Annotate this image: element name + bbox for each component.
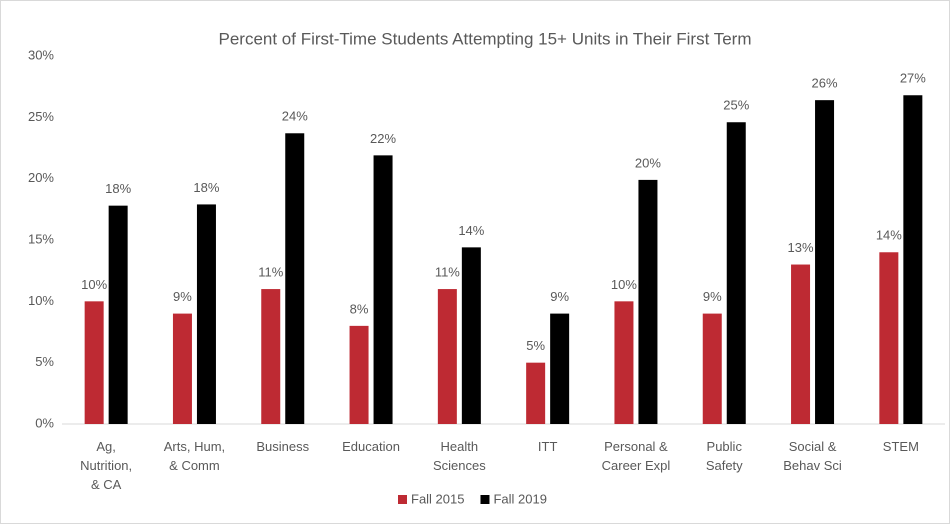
x-tick-label: Public Safety: [706, 439, 743, 473]
x-tick-label-line: & CA: [91, 477, 122, 492]
y-tick-label: 15%: [28, 231, 54, 246]
x-tick-label-line: Public: [707, 439, 743, 454]
bar: [815, 100, 835, 424]
value-label: 11%: [258, 265, 283, 280]
value-label: 9%: [703, 289, 722, 304]
x-tick-label: Health Sciences: [433, 439, 486, 473]
x-tick-label-line: STEM: [883, 439, 919, 454]
value-label: 22%: [370, 131, 396, 146]
bar: [285, 133, 305, 424]
x-tick-label-line: Arts, Hum,: [164, 439, 225, 454]
y-tick-label: 30%: [28, 47, 54, 62]
x-tick-label-line: Behav Sci: [783, 458, 842, 473]
bar: [726, 122, 746, 425]
value-label: 24%: [282, 109, 308, 124]
x-tick-label: Education: [342, 439, 400, 454]
bar: [702, 313, 722, 424]
legend-swatch: [480, 495, 490, 504]
value-label: 8%: [350, 301, 369, 316]
x-tick-label: Personal & Career Expl: [602, 439, 671, 473]
y-tick-label: 10%: [28, 293, 54, 308]
bar: [172, 313, 192, 424]
bar: [791, 264, 811, 424]
bar: [879, 252, 899, 424]
bar: [550, 313, 570, 424]
bar: [84, 301, 104, 424]
value-label: 10%: [81, 277, 107, 292]
value-label: 5%: [526, 338, 545, 353]
legend-swatch: [398, 495, 407, 504]
value-label: 18%: [105, 181, 131, 196]
bar: [349, 325, 369, 424]
bar: [108, 205, 128, 424]
value-label: 25%: [723, 98, 749, 113]
y-tick-label: 0%: [35, 415, 54, 430]
chart-title: Percent of First-Time Students Attemptin…: [218, 29, 751, 48]
legend-label: Fall 2015: [411, 491, 464, 506]
x-tick-label: ITT: [538, 439, 558, 454]
bar: [261, 289, 281, 424]
x-tick-label-line: Career Expl: [602, 458, 671, 473]
bar: [614, 301, 634, 424]
bar: [903, 95, 923, 425]
x-tick-label-line: Ag,: [96, 439, 116, 454]
value-label: 10%: [611, 277, 637, 292]
value-label: 13%: [788, 240, 814, 255]
bar: [196, 204, 216, 424]
bar: [526, 362, 546, 424]
x-tick-label-line: ITT: [538, 439, 558, 454]
x-tick-label-line: Nutrition,: [80, 458, 132, 473]
value-label: 14%: [458, 223, 484, 238]
x-tick-label-line: Social &: [789, 439, 837, 454]
bar: [373, 155, 393, 425]
legend-label: Fall 2019: [493, 491, 546, 506]
value-label: 9%: [173, 289, 192, 304]
value-label: 27%: [900, 71, 926, 86]
x-tick-label: STEM: [883, 439, 919, 454]
y-tick-label: 5%: [35, 354, 54, 369]
bar: [638, 179, 658, 424]
value-label: 14%: [876, 228, 902, 243]
x-tick-label-line: Business: [256, 439, 309, 454]
y-tick-label: 20%: [28, 170, 54, 185]
x-tick-label: Ag, Nutrition, & CA: [80, 439, 132, 492]
x-tick-label-line: & Comm: [169, 458, 220, 473]
bar: [437, 289, 457, 424]
x-tick-label-line: Education: [342, 439, 400, 454]
x-tick-label-line: Health: [441, 439, 479, 454]
x-tick-label-line: Safety: [706, 458, 743, 473]
x-tick-label: Arts, Hum, & Comm: [164, 439, 225, 473]
value-label: 11%: [435, 265, 460, 280]
value-label: 18%: [193, 180, 219, 195]
value-label: 26%: [812, 76, 838, 91]
x-tick-label: Business: [256, 439, 309, 454]
y-tick-label: 25%: [28, 109, 54, 124]
x-tick-label: Social & Behav Sci: [783, 439, 842, 473]
bar: [461, 247, 481, 424]
x-tick-label-line: Sciences: [433, 458, 486, 473]
value-label: 9%: [550, 289, 569, 304]
x-tick-label-line: Personal &: [604, 439, 668, 454]
value-label: 20%: [635, 155, 661, 170]
